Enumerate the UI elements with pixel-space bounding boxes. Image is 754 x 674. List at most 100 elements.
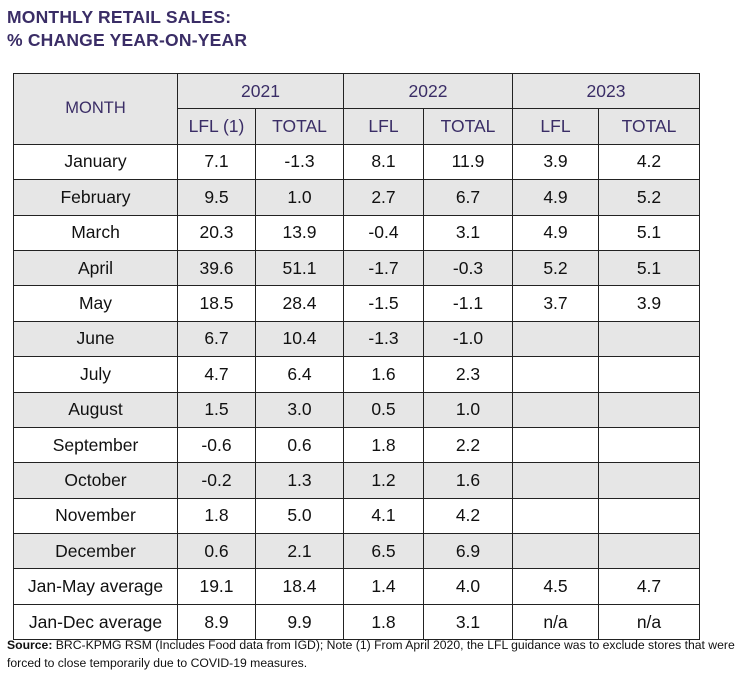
subheader-2022-total: TOTAL (423, 108, 513, 145)
table-row: August 1.5 3.0 0.5 1.0 (13, 391, 700, 428)
value-cell (512, 533, 599, 570)
value-cell: 6.4 (255, 356, 344, 393)
value-cell: 9.9 (255, 603, 344, 641)
month-cell: July (13, 356, 178, 393)
value-cell: 6.9 (423, 533, 513, 570)
value-cell: 4.2 (423, 497, 513, 535)
subheader-2021-total: TOTAL (255, 108, 344, 145)
value-cell: 5.2 (598, 179, 700, 216)
value-cell: 8.9 (177, 603, 256, 641)
month-cell: January (13, 143, 178, 181)
value-cell (512, 497, 599, 535)
value-cell: -1.1 (423, 285, 513, 322)
value-cell: n/a (512, 603, 599, 641)
month-cell: November (13, 497, 178, 535)
month-cell: March (13, 214, 178, 251)
value-cell: 51.1 (255, 249, 344, 287)
value-cell: 28.4 (255, 285, 344, 322)
value-cell: 5.0 (255, 497, 344, 535)
value-cell: 9.5 (177, 179, 256, 216)
value-cell: 1.8 (343, 603, 424, 641)
value-cell: 3.1 (423, 214, 513, 251)
value-cell: -1.5 (343, 285, 424, 322)
value-cell: 5.1 (598, 249, 700, 287)
value-cell: 2.3 (423, 356, 513, 393)
table-row: January 7.1 -1.3 8.1 11.9 3.9 4.2 (13, 143, 700, 181)
value-cell (512, 320, 599, 358)
value-cell: 4.2 (598, 143, 700, 181)
value-cell: 4.7 (598, 568, 700, 605)
value-cell: 4.0 (423, 568, 513, 605)
value-cell: 1.0 (255, 179, 344, 216)
value-cell: 3.1 (423, 603, 513, 641)
value-cell: 18.5 (177, 285, 256, 322)
month-cell: October (13, 462, 178, 499)
value-cell: 8.1 (343, 143, 424, 181)
value-cell: 1.6 (423, 462, 513, 499)
value-cell: 39.6 (177, 249, 256, 287)
table-row: April 39.6 51.1 -1.7 -0.3 5.2 5.1 (13, 249, 700, 287)
value-cell: -0.3 (423, 249, 513, 287)
value-cell: 6.7 (423, 179, 513, 216)
value-cell (598, 426, 700, 464)
month-cell: Jan-May average (13, 568, 178, 605)
value-cell: -0.2 (177, 462, 256, 499)
value-cell: 3.9 (598, 285, 700, 322)
value-cell: 4.7 (177, 356, 256, 393)
month-cell: Jan-Dec average (13, 603, 178, 641)
title-line-1: MONTHLY RETAIL SALES: (7, 7, 232, 27)
month-cell: April (13, 249, 178, 287)
value-cell: 2.1 (255, 533, 344, 570)
value-cell: 0.6 (255, 426, 344, 464)
value-cell: 11.9 (423, 143, 513, 181)
value-cell: 0.6 (177, 533, 256, 570)
value-cell: 0.5 (343, 391, 424, 428)
retail-sales-table: MONTH 2021 2022 2023 LFL (1) TOTAL LFL T… (13, 72, 700, 641)
value-cell: 2.7 (343, 179, 424, 216)
value-cell: 5.2 (512, 249, 599, 287)
value-cell: -1.3 (343, 320, 424, 358)
month-cell: December (13, 533, 178, 570)
value-cell (598, 391, 700, 428)
value-cell: 19.1 (177, 568, 256, 605)
value-cell: 1.4 (343, 568, 424, 605)
value-cell: 18.4 (255, 568, 344, 605)
value-cell (598, 462, 700, 499)
value-cell: -1.3 (255, 143, 344, 181)
subheader-2023-total: TOTAL (598, 108, 700, 145)
value-cell: 1.2 (343, 462, 424, 499)
value-cell (598, 533, 700, 570)
year-header-2023: 2023 (512, 72, 700, 110)
year-header-2021: 2021 (177, 72, 344, 110)
value-cell: -1.7 (343, 249, 424, 287)
value-cell: 4.9 (512, 214, 599, 251)
value-cell (512, 426, 599, 464)
value-cell: 10.4 (255, 320, 344, 358)
month-cell: September (13, 426, 178, 464)
value-cell: n/a (598, 603, 700, 641)
source-label: Source: (7, 638, 53, 652)
month-cell: August (13, 391, 178, 428)
month-cell: February (13, 179, 178, 216)
table-row: December 0.6 2.1 6.5 6.9 (13, 533, 700, 570)
value-cell: -1.0 (423, 320, 513, 358)
value-cell: -0.6 (177, 426, 256, 464)
value-cell: 2.2 (423, 426, 513, 464)
value-cell (512, 391, 599, 428)
value-cell (512, 356, 599, 393)
month-column-header: MONTH (13, 73, 178, 145)
value-cell: 1.3 (255, 462, 344, 499)
source-text: BRC-KPMG RSM (Includes Food data from IG… (7, 638, 735, 670)
table-row: Jan-May average 19.1 18.4 1.4 4.0 4.5 4.… (13, 568, 700, 605)
month-cell: May (13, 285, 178, 322)
value-cell: 1.6 (343, 356, 424, 393)
value-cell (598, 497, 700, 535)
source-note: Source: BRC-KPMG RSM (Includes Food data… (7, 636, 749, 672)
value-cell: 4.1 (343, 497, 424, 535)
value-cell: 4.9 (512, 179, 599, 216)
value-cell: 4.5 (512, 568, 599, 605)
table-row: May 18.5 28.4 -1.5 -1.1 3.7 3.9 (13, 285, 700, 322)
table-row: October -0.2 1.3 1.2 1.6 (13, 462, 700, 499)
value-cell: 1.8 (343, 426, 424, 464)
value-cell: 13.9 (255, 214, 344, 251)
